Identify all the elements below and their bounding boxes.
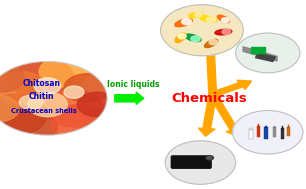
Ellipse shape [207, 156, 212, 159]
Ellipse shape [206, 156, 213, 160]
FancyArrow shape [198, 94, 216, 136]
Circle shape [77, 92, 117, 117]
Circle shape [0, 72, 47, 104]
Ellipse shape [188, 13, 203, 18]
Ellipse shape [182, 19, 192, 25]
Circle shape [39, 56, 89, 87]
Circle shape [161, 5, 243, 56]
Bar [273, 127, 276, 138]
Circle shape [19, 95, 43, 110]
Bar [264, 127, 268, 139]
Text: Crustacean shells: Crustacean shells [12, 108, 77, 114]
Bar [287, 127, 290, 136]
Circle shape [0, 95, 19, 122]
Ellipse shape [175, 33, 186, 43]
Bar [265, 126, 267, 128]
Text: Chitin: Chitin [28, 92, 54, 101]
Circle shape [34, 78, 61, 94]
Ellipse shape [222, 18, 229, 22]
Circle shape [165, 141, 236, 184]
Text: Ionic liquids: Ionic liquids [107, 80, 159, 89]
Circle shape [236, 33, 300, 73]
Circle shape [233, 111, 303, 154]
Circle shape [0, 64, 24, 92]
Circle shape [4, 111, 57, 143]
Ellipse shape [204, 39, 218, 48]
Ellipse shape [199, 16, 217, 22]
Ellipse shape [217, 15, 230, 23]
Ellipse shape [185, 34, 201, 42]
FancyArrow shape [115, 92, 144, 104]
FancyArrow shape [209, 94, 242, 137]
Ellipse shape [209, 40, 217, 45]
Bar [274, 126, 275, 128]
Circle shape [28, 92, 67, 117]
FancyArrow shape [202, 43, 219, 94]
Bar [258, 124, 259, 127]
Ellipse shape [215, 29, 232, 35]
Ellipse shape [207, 17, 216, 22]
Circle shape [0, 61, 107, 135]
Bar [256, 53, 275, 62]
Circle shape [0, 94, 47, 135]
Ellipse shape [178, 34, 186, 39]
Ellipse shape [191, 36, 200, 42]
Bar [281, 128, 284, 139]
FancyArrow shape [211, 80, 252, 97]
Bar [251, 47, 265, 53]
Text: Chitosan: Chitosan [22, 79, 60, 88]
Bar [249, 129, 253, 139]
Circle shape [64, 74, 110, 102]
Bar [282, 126, 283, 129]
Circle shape [64, 86, 84, 98]
Circle shape [44, 90, 104, 127]
Ellipse shape [195, 12, 202, 17]
Ellipse shape [175, 19, 192, 27]
Circle shape [8, 57, 74, 98]
Ellipse shape [222, 29, 231, 34]
Bar [288, 125, 289, 128]
Text: Chemicals: Chemicals [171, 92, 247, 105]
Bar [257, 126, 260, 137]
Circle shape [51, 105, 110, 141]
Bar [250, 128, 252, 130]
FancyBboxPatch shape [171, 156, 211, 168]
